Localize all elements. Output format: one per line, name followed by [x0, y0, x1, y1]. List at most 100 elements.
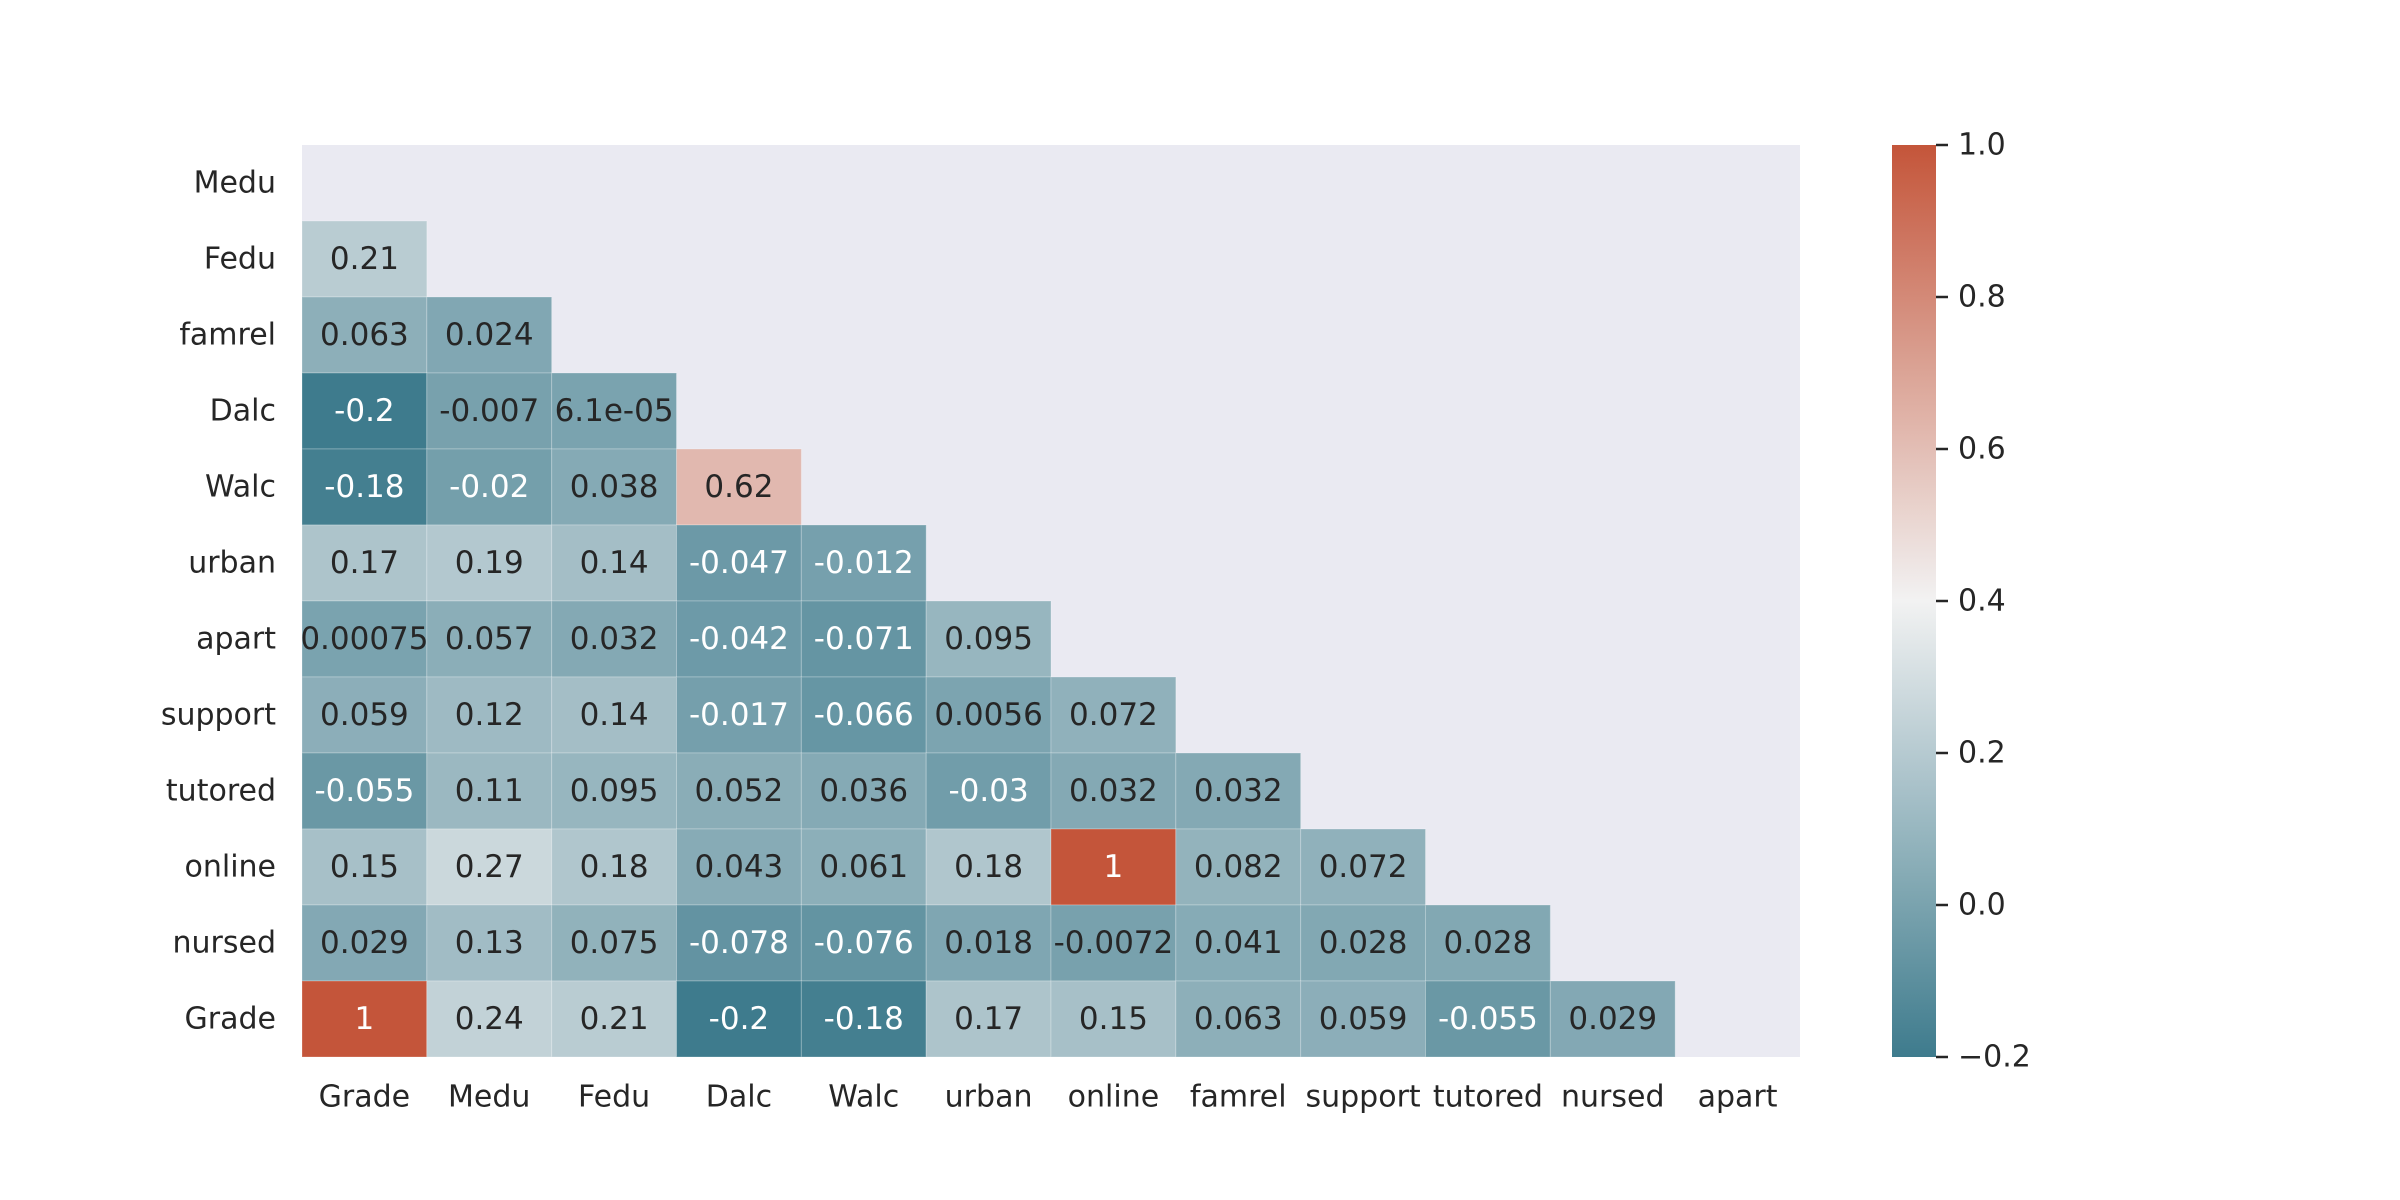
heatmap-cell-value: 0.059 — [320, 697, 409, 733]
heatmap-cell-value: 0.17 — [330, 545, 399, 581]
x-tick-label: Fedu — [578, 1080, 650, 1115]
x-tick-label: apart — [1698, 1080, 1778, 1115]
heatmap-cell-value: -0.0072 — [1054, 925, 1174, 961]
heatmap-cell — [426, 448, 553, 526]
heatmap-cell-value: 0.14 — [580, 697, 649, 733]
heatmap-cell — [925, 600, 1052, 678]
heatmap-cell — [426, 752, 553, 830]
x-tick-label: Medu — [448, 1080, 530, 1115]
heatmap-cell-value: 0.18 — [580, 849, 649, 885]
heatmap-cell-value: 0.052 — [695, 773, 784, 809]
x-tick-label: tutored — [1433, 1080, 1543, 1115]
heatmap-cell — [426, 524, 553, 602]
y-tick-label: urban — [188, 546, 276, 581]
heatmap-cell-value: -0.078 — [689, 925, 789, 961]
colorbar-tick-label: 0.6 — [1958, 432, 2006, 467]
heatmap-cell-value: 0.029 — [320, 925, 409, 961]
heatmap-cell — [551, 904, 678, 982]
y-tick-label: famrel — [179, 318, 276, 353]
heatmap-cell-value: -0.047 — [689, 545, 789, 581]
heatmap-cell — [426, 600, 553, 678]
heatmap-cell — [1549, 980, 1676, 1058]
heatmap-cell-value: 0.028 — [1319, 925, 1408, 961]
heatmap-cell-value: 0.028 — [1444, 925, 1533, 961]
heatmap-cell-value: 0.024 — [445, 317, 534, 353]
heatmap-cell — [301, 980, 428, 1058]
heatmap-cell — [676, 448, 802, 526]
heatmap-cell — [1300, 904, 1426, 982]
heatmap-cell-value: 0.072 — [1069, 697, 1158, 733]
y-tick-label: tutored — [166, 774, 276, 809]
heatmap-cell-value: -0.076 — [814, 925, 914, 961]
heatmap-cell — [426, 828, 553, 906]
heatmap-cell — [301, 448, 428, 526]
heatmap-cell-value: 0.21 — [330, 241, 399, 277]
heatmap-cell-value: -0.066 — [814, 697, 914, 733]
heatmap-cell — [676, 600, 802, 678]
heatmap-cell — [925, 980, 1052, 1058]
heatmap-cell — [1050, 676, 1177, 754]
heatmap-cells — [301, 220, 1676, 1058]
heatmap-cell — [426, 904, 553, 982]
heatmap-cell — [800, 600, 927, 678]
heatmap-cell — [1175, 904, 1302, 982]
colorbar: −0.2 0.0 0.2 0.4 0.6 0.8 1.0 — [1892, 128, 2031, 1075]
colorbar-tick-label: 0.8 — [1958, 280, 2006, 315]
heatmap-cell — [301, 676, 428, 754]
heatmap-cell — [800, 524, 927, 602]
heatmap-cell — [551, 752, 678, 830]
heatmap-cell-value: -0.055 — [314, 773, 414, 809]
heatmap-cell-value: 0.063 — [320, 317, 409, 353]
heatmap-cell-value: 0.018 — [944, 925, 1033, 961]
x-tick-label: online — [1068, 1080, 1160, 1115]
heatmap-cell — [1050, 752, 1177, 830]
heatmap-cell — [800, 676, 927, 754]
heatmap-cell — [800, 904, 927, 982]
heatmap-cell-value: 0.27 — [455, 849, 524, 885]
colorbar-tick-label: 0.4 — [1958, 584, 2006, 619]
x-tick-label: urban — [945, 1080, 1033, 1115]
heatmap-cell — [301, 220, 428, 298]
heatmap-cell-value: 0.095 — [570, 773, 659, 809]
x-tick-label: Grade — [319, 1080, 410, 1115]
heatmap-cell-value: -0.071 — [814, 621, 914, 657]
heatmap-cell-value: -0.02 — [449, 469, 529, 505]
heatmap-cell-value: 0.041 — [1194, 925, 1283, 961]
heatmap-cell-value: 0.063 — [1194, 1001, 1283, 1037]
heatmap-cell — [1175, 828, 1302, 906]
heatmap-cell — [676, 524, 802, 602]
heatmap-cell — [1050, 828, 1177, 906]
heatmap-cell — [551, 828, 678, 906]
y-tick-label: Dalc — [210, 394, 276, 429]
heatmap-cell-value: 0.19 — [455, 545, 524, 581]
heatmap-cell-value: -0.017 — [689, 697, 789, 733]
heatmap-cell — [925, 828, 1052, 906]
y-tick-label: nursed — [173, 926, 277, 961]
heatmap-cell — [426, 676, 553, 754]
heatmap-cell — [1175, 980, 1302, 1058]
x-axis-tick-labels: Grade Medu Fedu Dalc Walc urban online famrel su… — [319, 1080, 1778, 1115]
heatmap-cell-value: 0.21 — [580, 1001, 649, 1037]
colorbar-tick-label: −0.2 — [1958, 1040, 2031, 1075]
x-tick-label: support — [1305, 1080, 1420, 1115]
heatmap-cell — [301, 372, 428, 450]
y-tick-label: Fedu — [204, 242, 276, 277]
heatmap-cell-value: 0.00075 — [300, 621, 428, 657]
heatmap-cell-value: 0.095 — [944, 621, 1033, 657]
x-tick-label: nursed — [1561, 1080, 1665, 1115]
heatmap-cell — [925, 752, 1052, 830]
colorbar-gradient-bar — [1892, 145, 1936, 1057]
heatmap-cell — [676, 904, 802, 982]
heatmap-cell — [1300, 980, 1426, 1058]
heatmap-cell-value: -0.012 — [814, 545, 914, 581]
heatmap-cell — [1425, 904, 1551, 982]
y-tick-label: online — [184, 850, 276, 885]
heatmap-cell — [800, 828, 927, 906]
y-tick-label: support — [161, 698, 276, 733]
heatmap-cell — [925, 904, 1052, 982]
heatmap-cell — [426, 980, 553, 1058]
heatmap-cell-value: 0.032 — [1194, 773, 1283, 809]
heatmap-cell-value: 1 — [355, 1001, 375, 1037]
heatmap-cell — [676, 980, 802, 1058]
